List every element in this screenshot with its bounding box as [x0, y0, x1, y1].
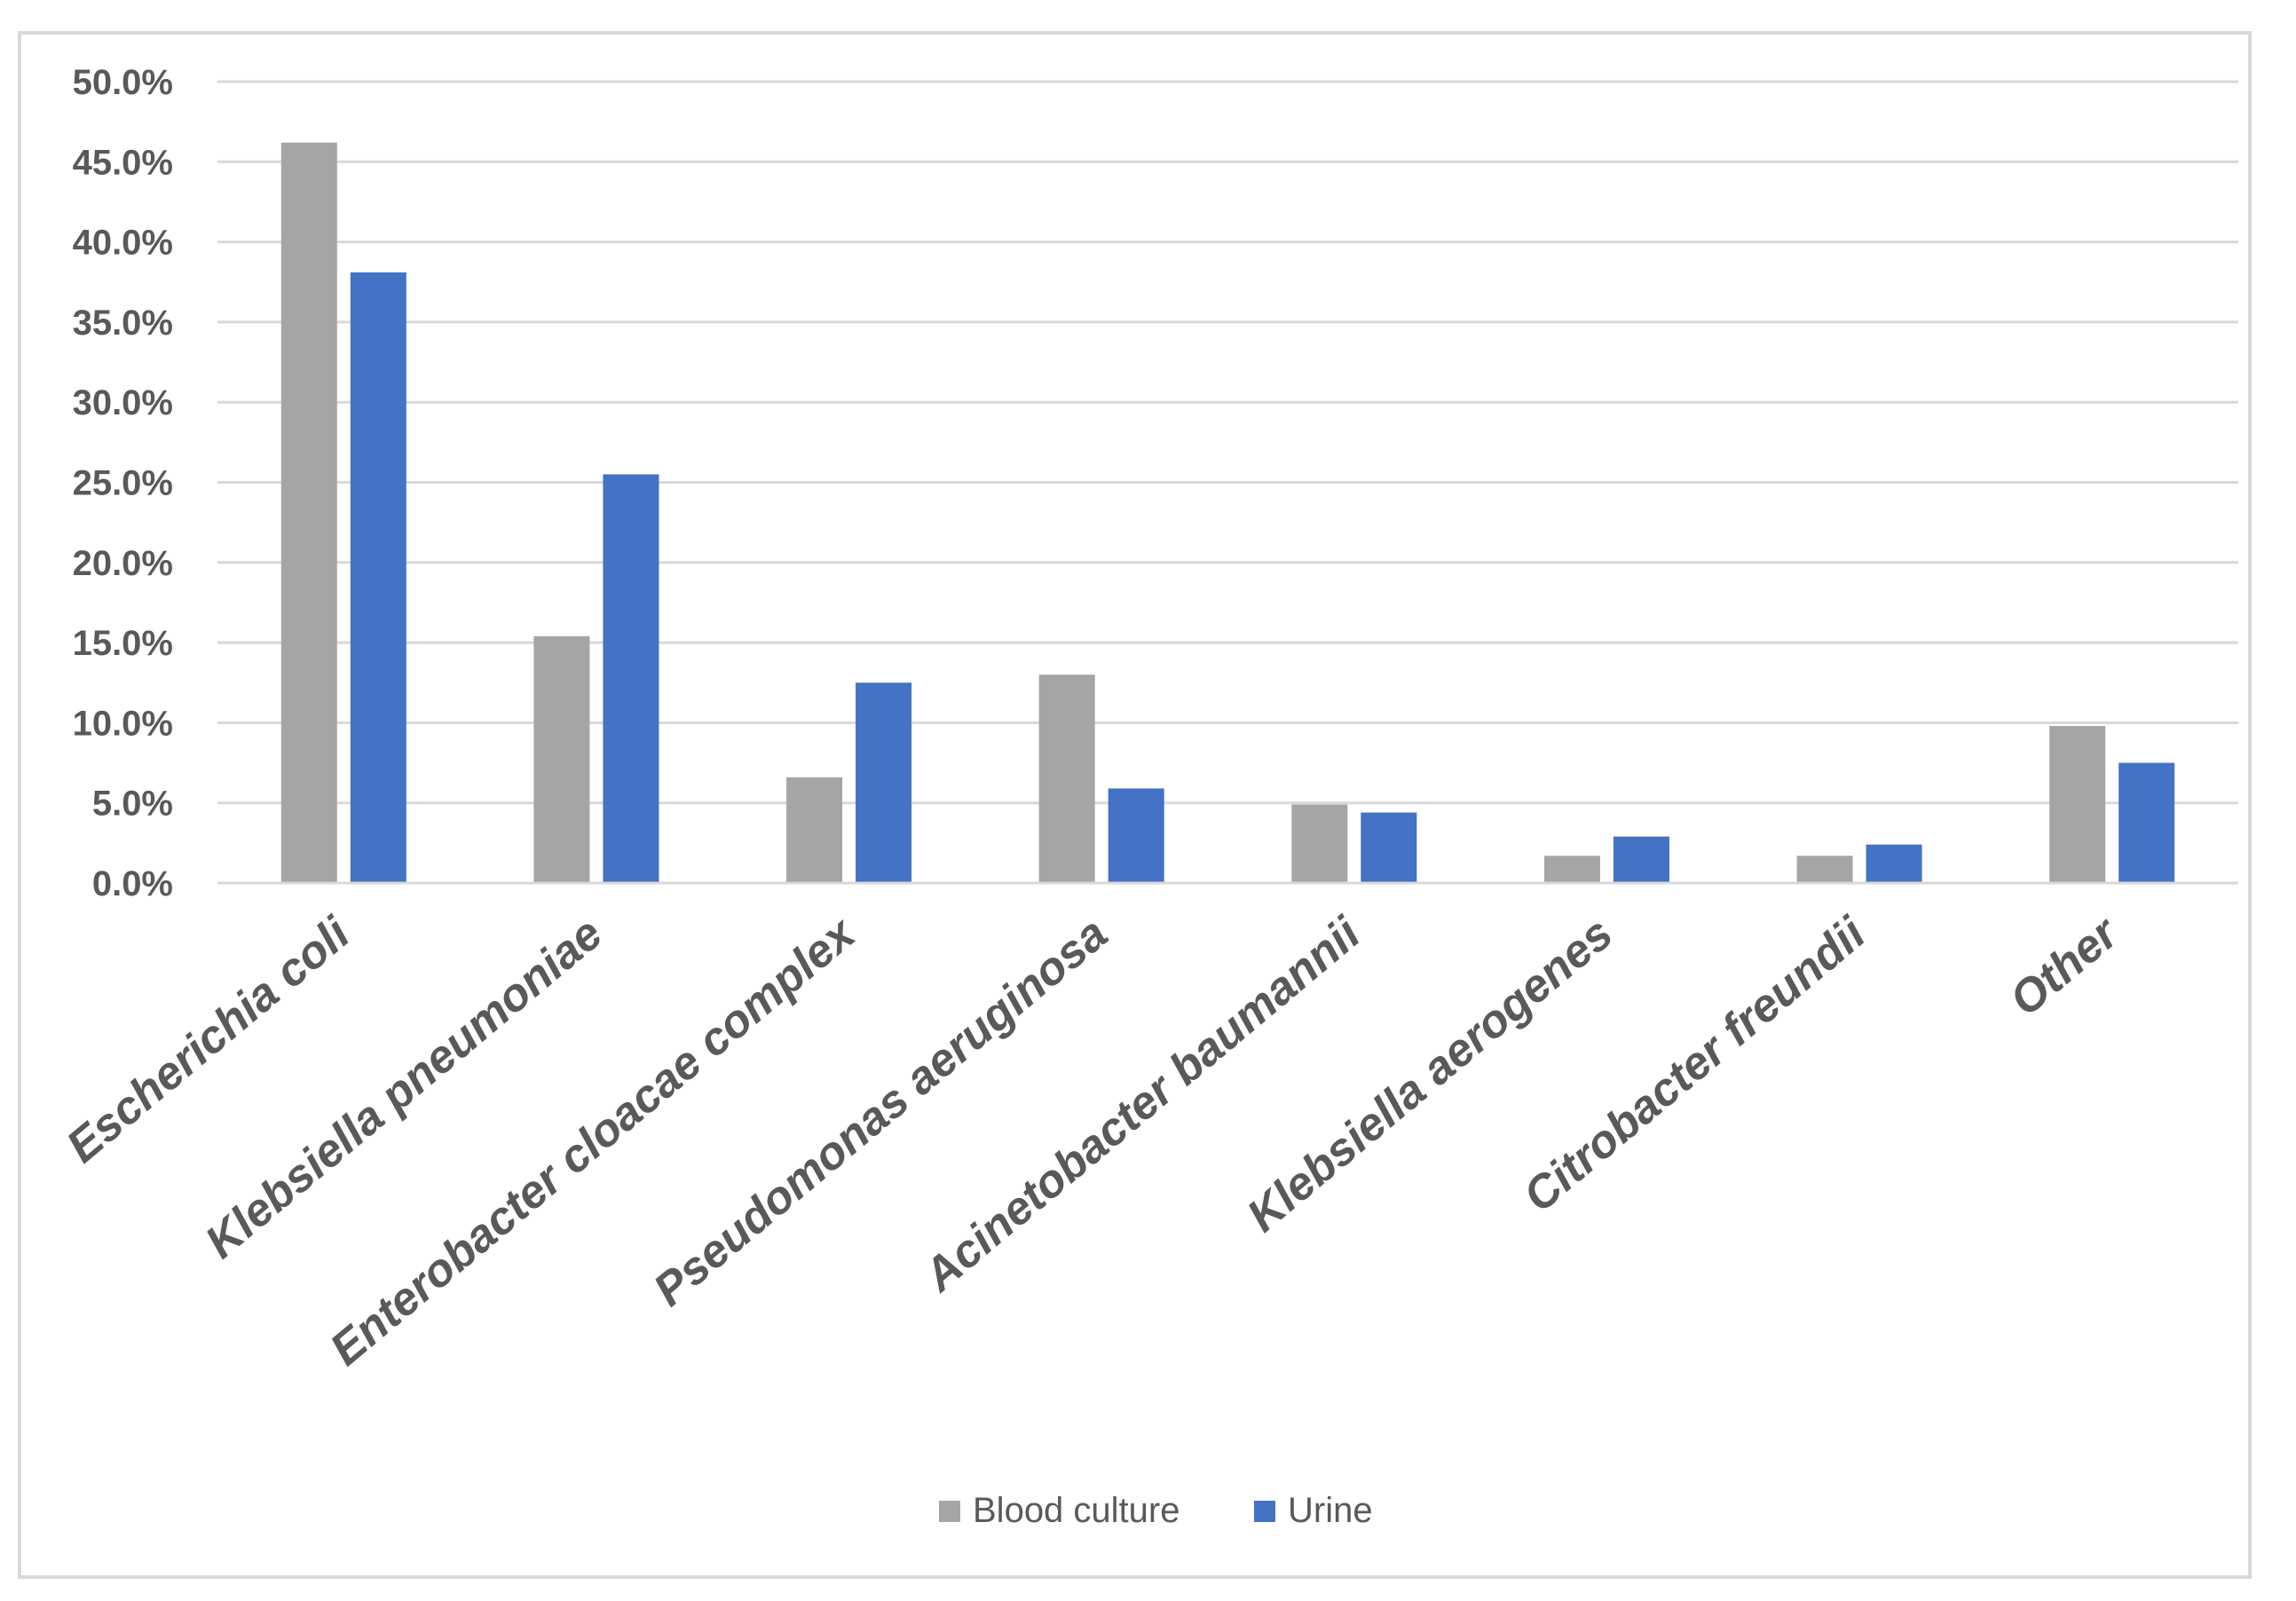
legend-swatch — [1254, 1501, 1275, 1522]
bar-blood-culture — [786, 777, 843, 883]
bar-urine — [1361, 812, 1417, 883]
bar-blood-culture — [2049, 726, 2106, 883]
y-tick-label: 15.0% — [73, 624, 173, 663]
bar-blood-culture — [280, 142, 337, 884]
bar-blood-culture — [1543, 856, 1600, 883]
legend-label: Urine — [1288, 1491, 1373, 1530]
bar-urine — [350, 272, 406, 883]
y-tick-label: 20.0% — [73, 544, 173, 583]
y-axis-tick-labels: 0.0% 5.0% 10.0% 15.0% 20.0% 25.0% 30.0% 35.0% 40… — [73, 63, 173, 903]
bar-urine — [2118, 762, 2175, 883]
bar-blood-culture — [1291, 804, 1348, 883]
legend: Blood culture Urine — [939, 1491, 1373, 1530]
legend-swatch — [939, 1501, 960, 1522]
bar-urine — [603, 474, 659, 883]
y-tick-label: 35.0% — [73, 304, 173, 343]
y-tick-label: 50.0% — [73, 63, 173, 102]
y-tick-label: 40.0% — [73, 224, 173, 263]
bars — [280, 142, 2175, 884]
bar-urine — [856, 682, 912, 883]
y-tick-label: 0.0% — [92, 864, 173, 903]
y-tick-label: 5.0% — [92, 785, 173, 824]
bar-blood-culture — [533, 635, 590, 883]
y-tick-label: 10.0% — [73, 704, 173, 743]
bar-blood-culture — [1038, 674, 1095, 883]
bar-urine — [1866, 844, 1922, 883]
bar-urine — [1108, 788, 1164, 883]
bar-blood-culture — [1796, 856, 1853, 883]
y-tick-label: 30.0% — [73, 383, 173, 422]
y-tick-label: 45.0% — [73, 143, 173, 182]
legend-label: Blood culture — [973, 1491, 1180, 1530]
bar-urine — [1613, 836, 1669, 883]
y-tick-label: 25.0% — [73, 464, 173, 503]
